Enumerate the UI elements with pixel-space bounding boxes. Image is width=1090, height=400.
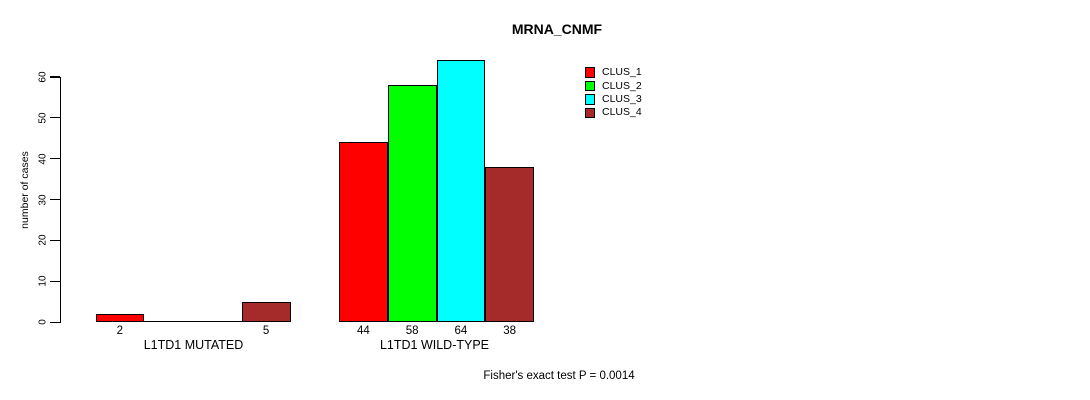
legend-item: CLUS_3: [584, 92, 642, 106]
y-tick: [49, 199, 60, 201]
bar: [485, 166, 534, 323]
category-label-wild-type: L1TD1 WILD-TYPE: [379, 337, 490, 352]
legend-swatch: [584, 67, 595, 78]
bar-value-label: 2: [116, 324, 124, 337]
legend-swatch: [584, 94, 595, 105]
legend-label: CLUS_1: [602, 66, 642, 79]
y-tick-label: 0: [37, 319, 48, 326]
y-tick-label: 40: [37, 153, 48, 165]
bar: [241, 301, 291, 323]
y-tick: [49, 117, 60, 119]
bar: [95, 314, 145, 323]
fisher-test-annotation: Fisher's exact test P = 0.0014: [483, 370, 635, 382]
y-tick: [49, 239, 60, 242]
y-tick: [49, 76, 60, 78]
y-tick-label: 10: [37, 275, 48, 287]
legend-label: CLUS_3: [602, 92, 642, 105]
legend: CLUS_1 CLUS_2 CLUS_3 CLUS_4: [584, 66, 642, 120]
bar: [436, 60, 486, 323]
y-tick: [49, 158, 60, 160]
y-tick: [49, 280, 60, 283]
bar-value-label: 64: [454, 324, 468, 337]
bar: [339, 142, 388, 323]
legend-item: CLUS_2: [584, 79, 642, 92]
y-tick-label: 20: [37, 234, 48, 246]
bar-value-label: 44: [356, 324, 370, 337]
chart-title: MRNA_CNMF: [511, 21, 603, 37]
bar: [387, 84, 437, 323]
legend-swatch: [584, 107, 595, 119]
y-tick-label: 30: [37, 193, 48, 206]
bar-value-label: 58: [405, 324, 419, 337]
category-label-mutated: L1TD1 MUTATED: [143, 337, 244, 352]
zero-value-bar-line: [193, 321, 242, 323]
legend-label: CLUS_4: [602, 106, 642, 119]
legend-item: CLUS_4: [584, 106, 642, 119]
y-axis-line: [60, 76, 62, 323]
y-tick-label: 50: [37, 112, 48, 124]
legend-item: CLUS_1: [584, 66, 642, 79]
y-tick: [49, 321, 60, 324]
bar-value-label: 5: [262, 324, 270, 337]
y-tick-label: 60: [37, 71, 48, 83]
legend-swatch: [584, 80, 595, 92]
zero-value-bar-line: [144, 321, 193, 323]
y-axis-label: number of cases: [19, 151, 31, 229]
legend-label: CLUS_2: [602, 79, 642, 92]
bar-value-label: 38: [503, 324, 517, 337]
